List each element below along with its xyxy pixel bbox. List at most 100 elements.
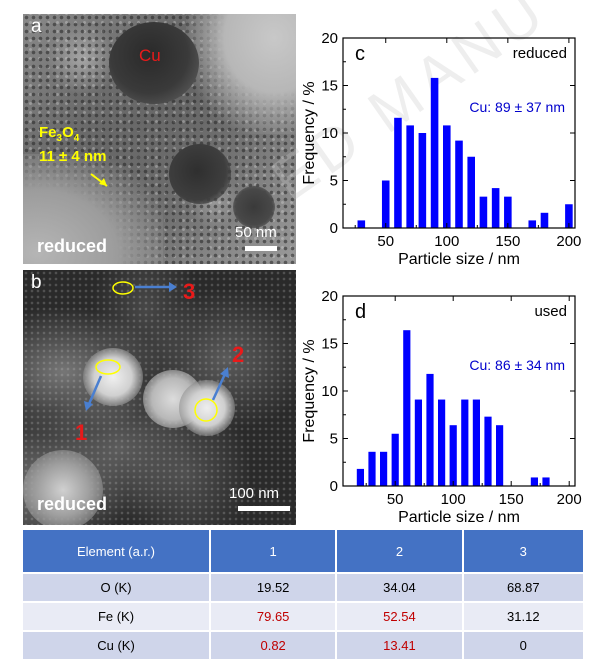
size-annotation: Cu: 89 ± 37 nm	[469, 99, 565, 115]
histogram-bar	[418, 133, 427, 228]
condition-label: used	[534, 303, 567, 320]
plot-frame	[342, 295, 576, 487]
y-tick-label: 5	[330, 431, 338, 448]
condition-label: reduced	[513, 45, 567, 62]
histogram-bar	[403, 330, 411, 486]
x-tick-label: 50	[377, 233, 394, 250]
marker-1-label: 1	[75, 420, 88, 445]
histogram-bar	[455, 140, 463, 228]
y-tick-label: 20	[321, 288, 338, 305]
header-element: Element (a.r.)	[23, 530, 211, 572]
marker-2-label: 2	[232, 342, 245, 367]
histogram-bar	[565, 204, 573, 228]
fe3o4-size: 11 ± 4 nm	[39, 148, 107, 165]
histogram-bar	[496, 425, 504, 486]
histogram-bar	[357, 220, 366, 228]
cu-label: Cu	[139, 46, 161, 65]
carbon-film-region-lower	[23, 154, 163, 264]
histogram-bar	[540, 212, 549, 228]
histogram-bar	[356, 468, 364, 486]
histogram-bar	[414, 399, 422, 486]
condition-label-a: reduced	[37, 236, 108, 256]
cell: 79.65	[211, 601, 338, 630]
scale-bar-a	[245, 246, 277, 251]
eds-markers	[84, 281, 229, 422]
row-label: Fe (K)	[23, 601, 211, 630]
cell: 31.12	[463, 601, 583, 630]
y-tick-label: 20	[321, 30, 338, 47]
histogram-bar	[530, 477, 538, 486]
fe3o4-label: Fe3O4 11 ± 4 nm	[39, 124, 107, 165]
histogram-bar	[504, 196, 512, 228]
carbon-film-region	[186, 14, 296, 134]
cu-particle-spot-2	[179, 380, 235, 436]
histogram-bar	[381, 180, 390, 228]
cell: 52.54	[337, 601, 464, 630]
table-header-row: Element (a.r.) 1 2 3	[23, 530, 583, 572]
cu-particle-medium	[169, 144, 231, 204]
histogram-bar	[380, 451, 388, 486]
cell: 68.87	[463, 572, 583, 601]
table-row: O (K) 19.52 34.04 68.87	[23, 572, 583, 601]
eds-table: Element (a.r.) 1 2 3 O (K) 19.52 34.04 6…	[23, 530, 583, 659]
cell: 0.82	[211, 630, 338, 659]
histogram-bar	[528, 220, 537, 228]
scale-label-b: 100 nm	[229, 485, 280, 502]
cu-particle-large	[109, 22, 199, 104]
x-axis-label: Particle size / nm	[398, 509, 520, 526]
marker-3-label: 3	[183, 279, 196, 304]
cell: 34.04	[337, 572, 464, 601]
y-tick-label: 0	[330, 478, 338, 495]
histogram-bar	[467, 156, 475, 228]
y-axis-label: Frequency / %	[301, 81, 318, 184]
histogram-bar	[391, 433, 399, 486]
y-tick-label: 0	[330, 220, 338, 237]
histogram-bar	[438, 399, 446, 486]
y-tick-label: 15	[321, 78, 338, 95]
histogram-c: 0 5 10 15 20 50 100 150 200 Particle size / nm Fre…	[301, 30, 581, 268]
stem-image-reduced: b 3 1 2 reduced 100 nm	[23, 270, 296, 525]
panel-letter: d	[355, 301, 366, 323]
table-row: Cu (K) 0.82 13.41 0	[23, 630, 583, 659]
y-tick-label: 5	[330, 173, 338, 190]
condition-label-b: reduced	[37, 494, 108, 514]
x-tick-label: 100	[441, 491, 466, 508]
histogram-bar	[542, 477, 550, 486]
panel-letter-a: a	[31, 16, 42, 37]
x-tick-label: 200	[557, 491, 582, 508]
histogram-bar	[491, 188, 500, 228]
y-tick-label: 10	[321, 383, 338, 400]
histogram-bar	[406, 125, 414, 228]
fe-arrow	[90, 173, 108, 187]
header-point-2: 2	[337, 530, 464, 572]
x-tick-label: 50	[387, 491, 404, 508]
cu-particle-small	[233, 186, 275, 228]
panel-letter-b: b	[31, 272, 42, 293]
y-tick-label: 15	[321, 336, 338, 353]
particle-lower-left	[23, 450, 103, 525]
x-tick-label: 200	[556, 233, 581, 250]
x-tick-label: 150	[495, 233, 520, 250]
cell: 13.41	[337, 630, 464, 659]
histogram-d: 0 5 10 15 20 50 100 150 200 Particle size / nm Fre…	[301, 288, 582, 526]
histogram-bar	[443, 125, 451, 228]
row-label: Cu (K)	[23, 630, 211, 659]
histogram-bar	[461, 399, 469, 486]
histogram-bar	[426, 373, 434, 486]
y-axis-label: Frequency / %	[301, 339, 318, 442]
histogram-bar	[479, 196, 488, 228]
x-axis-label: Particle size / nm	[398, 251, 520, 268]
y-tick-label: 10	[321, 125, 338, 142]
scale-bar-b	[238, 506, 290, 511]
size-annotation: Cu: 86 ± 34 nm	[469, 357, 565, 373]
histogram-bar	[394, 117, 402, 228]
panel-letter: c	[355, 43, 365, 65]
row-label: O (K)	[23, 572, 211, 601]
cell: 0	[463, 630, 583, 659]
x-tick-label: 150	[499, 491, 524, 508]
x-tick-label: 100	[434, 233, 459, 250]
histogram-bar	[430, 77, 439, 229]
scale-label-a: 50 nm	[235, 224, 277, 241]
histogram-bar	[484, 416, 492, 486]
header-point-3: 3	[463, 530, 583, 572]
